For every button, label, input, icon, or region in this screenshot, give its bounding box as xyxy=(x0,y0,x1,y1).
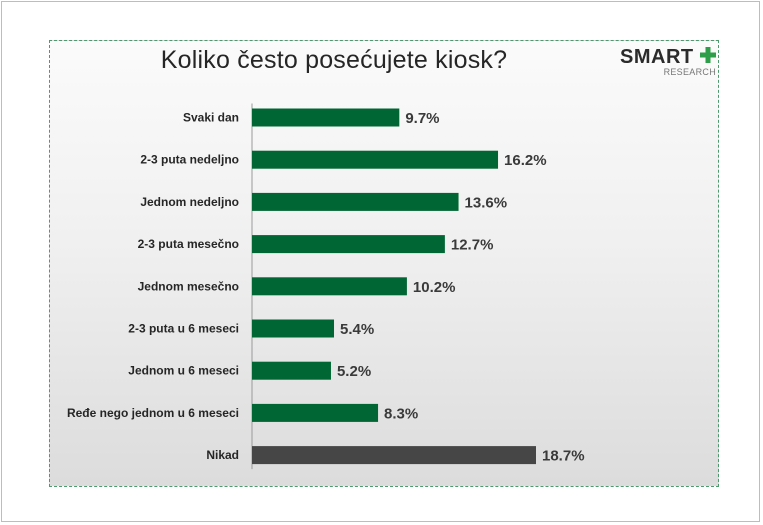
value-label-6: 5.2% xyxy=(337,363,371,380)
category-label-0: Svaki dan xyxy=(183,111,239,125)
value-label-3: 12.7% xyxy=(451,237,494,254)
value-label-5: 5.4% xyxy=(340,321,374,338)
value-label-7: 8.3% xyxy=(384,405,418,422)
value-label-8: 18.7% xyxy=(542,448,585,465)
category-label-4: Jednom mesečno xyxy=(138,279,239,293)
value-label-1: 16.2% xyxy=(504,152,547,169)
category-label-3: 2-3 puta mesečno xyxy=(138,237,239,251)
smart-research-logo: SMART RESEARCH xyxy=(620,46,716,80)
logo-plus-icon xyxy=(700,47,716,63)
category-label-8: Nikad xyxy=(206,448,239,462)
chart-title: Koliko često posećujete kiosk? xyxy=(160,46,508,74)
category-label-7: Ređe nego jednom u 6 meseci xyxy=(67,406,239,420)
bar-4 xyxy=(252,277,407,296)
category-label-5: 2-3 puta u 6 meseci xyxy=(128,322,239,336)
value-label-0: 9.7% xyxy=(405,110,439,127)
bar-7 xyxy=(252,403,379,422)
logo-wordmark: SMART xyxy=(620,46,694,68)
logo-subtitle: RESEARCH xyxy=(663,67,716,77)
value-label-2: 13.6% xyxy=(465,194,508,211)
bar-5 xyxy=(252,319,335,338)
bar-8 xyxy=(252,446,536,465)
bar-2 xyxy=(252,192,459,211)
category-label-2: Jednom nedeljno xyxy=(140,195,239,209)
bar-6 xyxy=(252,361,331,380)
category-label-1: 2-3 puta nedeljno xyxy=(140,153,239,167)
category-label-6: Jednom u 6 meseci xyxy=(128,364,239,378)
bar-0 xyxy=(252,108,400,127)
value-label-4: 10.2% xyxy=(413,279,456,296)
bar-1 xyxy=(252,150,499,169)
bar-3 xyxy=(252,235,445,254)
